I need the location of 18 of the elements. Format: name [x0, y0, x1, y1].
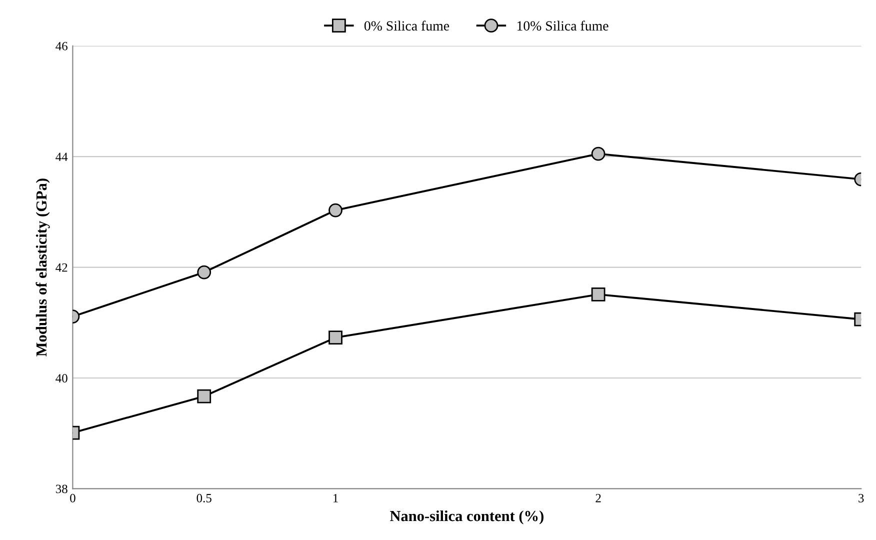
y-tick-label: 46 [56, 42, 68, 50]
point [197, 389, 212, 404]
legend-label: 0% Silica fume [364, 20, 450, 31]
point [197, 265, 212, 280]
y-tick-label: 38 [56, 484, 68, 494]
x-tick-label: 0 [70, 494, 76, 502]
x-tick-label: 3 [858, 494, 864, 502]
x-tick-label: 2 [596, 494, 601, 502]
y-tick-label: 40 [56, 374, 68, 382]
point [328, 203, 342, 218]
y-tick-label: 44 [56, 152, 68, 161]
y-axis-title: Modulus of elasticity (GPa) [36, 178, 50, 356]
y-tick-label: 42 [56, 263, 68, 272]
legend-label: 10% Silica fume [517, 20, 608, 31]
point [328, 330, 342, 345]
x-tick-label: 0.5 [196, 494, 212, 502]
x-axis-title: Nano-silica content (%) [390, 510, 544, 524]
x-tick-label: 1 [333, 494, 338, 502]
